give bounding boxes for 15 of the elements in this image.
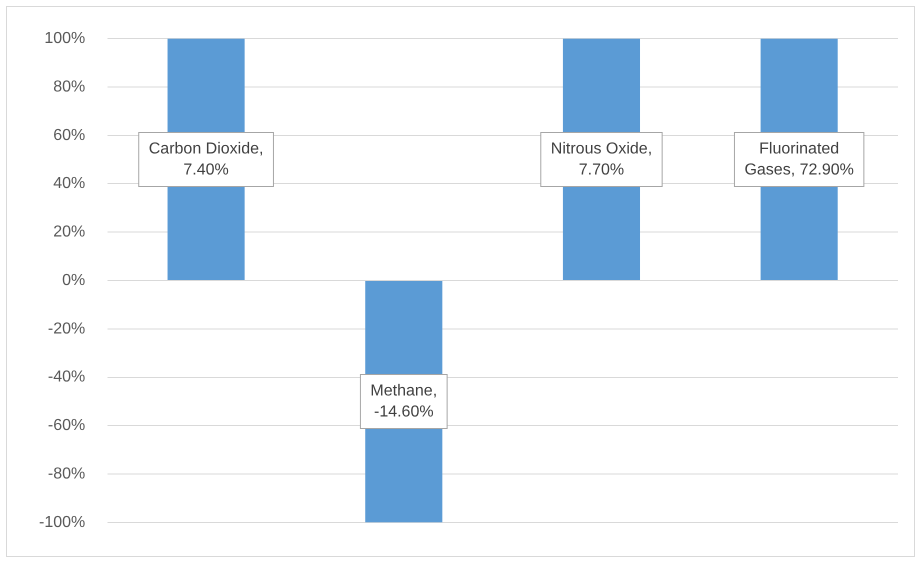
y-tick-label: 0%: [62, 272, 86, 289]
y-tick-label: 40%: [53, 175, 86, 192]
y-tick-label: 20%: [53, 224, 86, 241]
annotation: Methane, -14.60%: [370, 382, 438, 420]
y-tick-label: 60%: [53, 126, 86, 144]
annotation: Fluorinated Gases, 72.90%: [744, 140, 854, 178]
y-tick-label: -60%: [48, 417, 86, 434]
annotation: Nitrous Oxide, 7.70%: [550, 140, 652, 178]
y-tick-label: -40%: [48, 368, 86, 386]
annotation: Carbon Dioxide, 7.40%: [148, 140, 264, 178]
y-tick-label: 80%: [53, 78, 86, 96]
y-tick-label: -100%: [39, 514, 86, 531]
y-tick-label: -80%: [48, 465, 86, 482]
y-tick-label: -20%: [48, 320, 86, 338]
y-tick-label: 100%: [44, 30, 86, 48]
